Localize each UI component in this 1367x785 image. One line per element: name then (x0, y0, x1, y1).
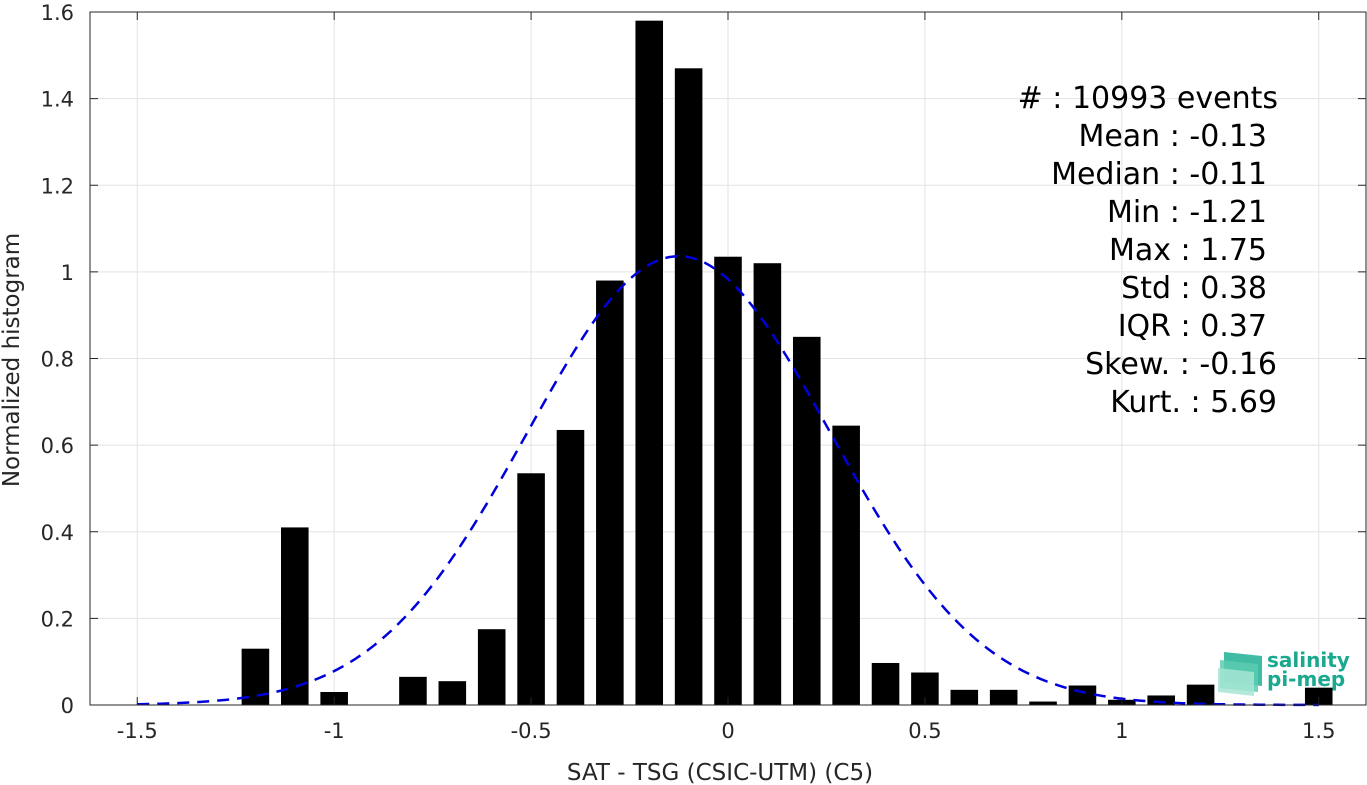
y-tick-label: 1.4 (41, 88, 74, 112)
y-axis-label: Normalized histogram (0, 233, 25, 487)
histogram-bar (989, 689, 1018, 705)
histogram-bar (674, 68, 703, 705)
x-axis-ticks: -1.5 -1 -0.5 0 0.5 1 1.5 (117, 12, 1335, 743)
y-tick-label: 1 (61, 261, 74, 285)
stats-iqr: IQR : 0.37 (1118, 309, 1267, 344)
logo-wave-icon (1218, 652, 1262, 696)
x-tick-label: -1 (324, 719, 345, 743)
histogram-bar (950, 689, 979, 705)
histogram-bar (635, 20, 664, 706)
stats-skew: Skew. : -0.16 (1085, 347, 1277, 382)
x-tick-label: 1.5 (1302, 719, 1335, 743)
histogram-bar (792, 336, 821, 705)
stats-min: Min : -1.21 (1107, 195, 1267, 230)
logo-line1: salinity (1267, 648, 1350, 672)
x-axis-label: SAT - TSG (CSIC-UTM) (C5) (567, 760, 873, 785)
histogram-bar (1029, 701, 1057, 705)
histogram-bar (714, 256, 742, 705)
y-axis-ticks: 0 0.2 0.4 0.6 0.8 1 1.2 1.4 1.6 (41, 1, 1366, 718)
histogram-bar (281, 527, 309, 705)
histogram-bar (871, 662, 900, 705)
y-tick-label: 0.8 (41, 348, 74, 372)
histogram-bar (1147, 695, 1175, 705)
histogram-bar (438, 681, 467, 705)
stats-kurt: Kurt. : 5.69 (1110, 385, 1277, 420)
stats-std: Std : 0.38 (1121, 271, 1267, 306)
histogram-bar (753, 263, 782, 705)
histogram-bar (241, 648, 270, 705)
histogram-bar (1304, 687, 1333, 705)
x-tick-label: -0.5 (511, 719, 552, 743)
histogram-bar (596, 280, 624, 705)
salinity-pi-mep-logo: salinity pi-mep (1218, 648, 1350, 696)
histogram-bars (241, 20, 1333, 706)
y-tick-label: 1.6 (41, 1, 74, 25)
y-tick-label: 1.2 (41, 174, 74, 198)
y-tick-label: 0.6 (41, 434, 74, 458)
histogram-bar (556, 429, 585, 705)
stats-max: Max : 1.75 (1109, 233, 1267, 268)
stats-mean: Mean : -0.13 (1078, 119, 1267, 154)
histogram-bar (1068, 685, 1097, 705)
y-tick-label: 0.4 (41, 521, 74, 545)
x-tick-label: -1.5 (117, 719, 158, 743)
histogram-bar (399, 676, 427, 705)
x-tick-label: 0.5 (908, 719, 941, 743)
histogram-bar (1186, 684, 1215, 705)
y-tick-label: 0 (61, 694, 74, 718)
x-tick-label: 1 (1115, 719, 1128, 743)
stats-count: # : 10993 events (1018, 81, 1278, 116)
logo-line2: pi-mep (1267, 667, 1345, 691)
histogram-bar (517, 473, 545, 705)
stats-annotation: # : 10993 events Mean : -0.13 Median : -… (1018, 81, 1278, 420)
histogram-bar (477, 629, 506, 705)
histogram-bar (832, 425, 860, 705)
y-tick-label: 0.2 (41, 607, 74, 631)
x-tick-label: 0 (721, 719, 734, 743)
stats-median: Median : -0.11 (1051, 157, 1267, 192)
